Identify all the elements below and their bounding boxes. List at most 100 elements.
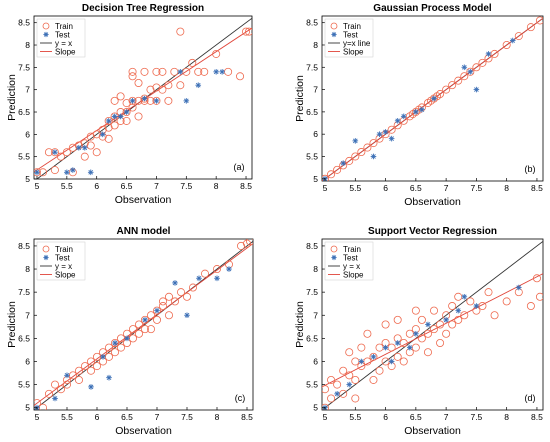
train-point [140,94,149,103]
y-axis-label: Prediction [6,301,18,348]
train-point [357,343,366,352]
train-point [399,357,408,366]
train-point [387,125,396,134]
panel-annotation: (d) [525,393,536,403]
train-point [454,76,463,85]
train-point [110,96,119,105]
y-tick-label: 6.5 [306,333,318,343]
x-tick-label: 6 [95,412,100,422]
train-point [448,81,457,90]
train-point [75,375,84,384]
train-point [351,375,360,384]
train-point [466,67,475,76]
test-point [75,144,82,151]
train-point [158,85,167,94]
plot-content [322,240,543,410]
test-point [87,169,94,176]
train-point [345,371,354,380]
y-tick-label: 8 [25,264,30,274]
train-point [236,241,245,250]
test-point [64,372,70,379]
train-point [535,16,543,25]
train-point [152,67,161,76]
train-point [158,302,167,311]
y-tick-label: 6 [313,129,318,139]
train-point [363,329,372,338]
y-tick-label: 5 [313,403,318,413]
train-point [454,315,463,324]
legend-label: y = x [343,262,360,271]
train-point [327,170,336,179]
test-point [461,293,468,300]
test-point [219,69,225,75]
train-point [122,116,131,125]
test-point [142,317,148,323]
legend-test-marker [43,31,49,38]
train-point [56,152,65,161]
train-point [87,366,96,375]
test-point [394,340,401,346]
chart-title: Gaussian Process Model [373,3,492,14]
y-tick-label: 6 [25,356,30,366]
y-tick-label: 5.5 [18,152,30,162]
test-point [485,51,492,57]
legend-label: y = x [55,262,72,271]
x-tick-label: 5 [35,412,40,422]
chart-title: Decision Tree Regression [82,3,204,14]
test-point [455,307,462,314]
train-point [345,348,354,357]
x-tick-label: 6.5 [410,183,422,193]
train-point [322,403,330,410]
train-point [134,112,143,121]
x-tick-label: 5 [35,181,40,191]
x-tick-label: 8.5 [241,412,253,422]
train-point [212,265,221,274]
test-point [413,330,419,337]
test-point [346,381,353,388]
legend-test-marker [331,31,337,38]
train-point [417,334,426,343]
chart-panel-4: 5 5.5 6 6.5 7 7.5 8 8.5 5 5.5 6 6.5 7 7.5 8 8.5 Support … [294,226,544,437]
train-point [170,297,179,306]
y-tick-label: 5 [313,174,318,184]
test-point [388,358,395,365]
train-point [369,375,378,384]
x-tick-label: 5.5 [61,412,73,422]
train-point [116,92,125,101]
x-axis-label: Observation [115,425,172,437]
legend-test-marker [43,254,49,261]
test-point [153,98,160,104]
train-point [478,58,487,67]
y-tick-label: 8.5 [306,18,318,28]
legend-label: Test [55,253,70,262]
train-point [327,394,336,403]
train-point [188,283,197,292]
x-tick-label: 8.5 [531,412,543,422]
legend-train-marker [330,245,338,253]
legend-train-marker [330,22,338,30]
train-point [526,23,535,32]
train-point [81,362,90,371]
test-point [406,344,413,351]
train-point [433,92,442,101]
train-point [164,96,173,105]
train-point [245,27,252,36]
test-point [509,37,516,44]
legend-box [36,18,86,58]
train-point [128,103,137,112]
legend-label: Train [55,22,73,31]
y-tick-label: 7 [25,310,30,320]
train-point [164,292,173,301]
train-point [146,311,155,320]
train-point [152,83,161,92]
train-point [502,297,511,306]
train-point [369,352,378,361]
test-point [183,98,190,104]
train-point [140,67,149,76]
train-point [80,152,89,161]
train-point [164,311,173,320]
train-point [442,85,451,94]
panel-annotation: (a) [234,162,245,172]
train-point [411,306,420,315]
